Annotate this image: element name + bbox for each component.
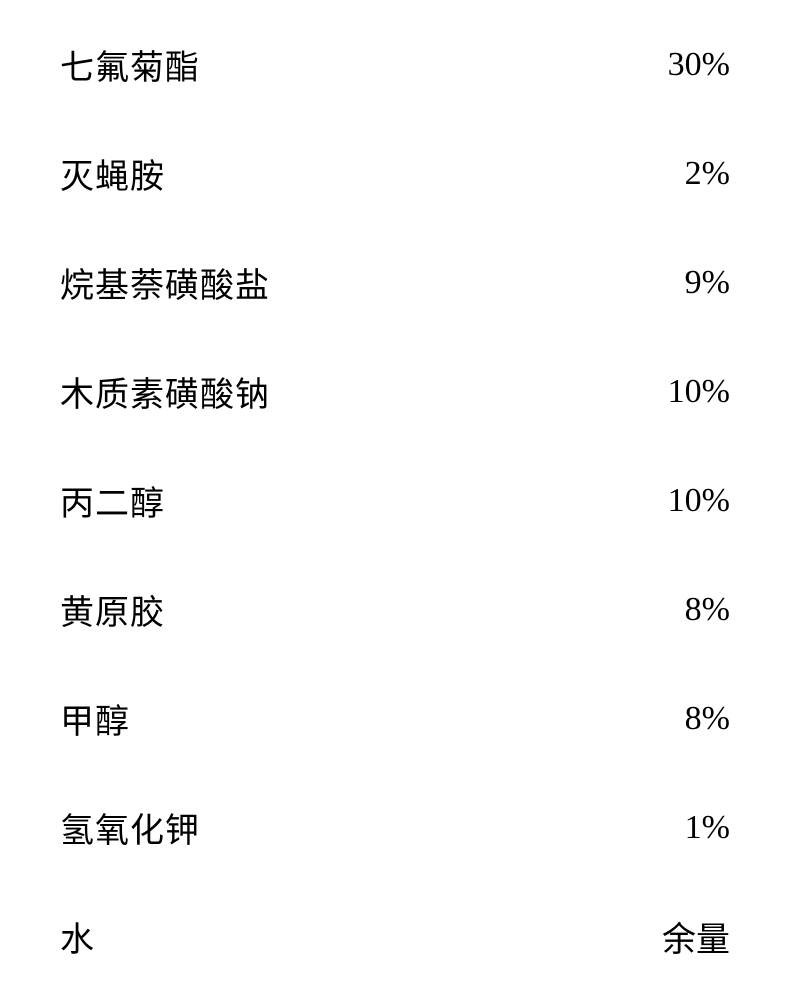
ingredient-value: 余量 xyxy=(662,912,730,961)
ingredient-value: 10% xyxy=(668,373,730,411)
ingredient-name: 氢氧化钾 xyxy=(60,803,200,852)
ingredient-name: 木质素磺酸钠 xyxy=(60,367,270,416)
ingredient-value: 30% xyxy=(668,46,730,84)
table-row: 水 余量 xyxy=(60,912,730,961)
ingredient-value: 8% xyxy=(685,591,730,629)
table-row: 烷基萘磺酸盐 9% xyxy=(60,258,730,307)
ingredient-name: 灭蝇胺 xyxy=(60,149,165,198)
ingredient-value: 9% xyxy=(685,264,730,302)
ingredient-name: 水 xyxy=(60,912,95,961)
table-row: 七氟菊酯 30% xyxy=(60,40,730,89)
ingredient-value: 2% xyxy=(685,155,730,193)
table-row: 木质素磺酸钠 10% xyxy=(60,367,730,416)
ingredient-value: 10% xyxy=(668,482,730,520)
table-row: 黄原胶 8% xyxy=(60,585,730,634)
table-row: 甲醇 8% xyxy=(60,694,730,743)
table-row: 灭蝇胺 2% xyxy=(60,149,730,198)
ingredient-name: 烷基萘磺酸盐 xyxy=(60,258,270,307)
table-row: 氢氧化钾 1% xyxy=(60,803,730,852)
table-row: 丙二醇 10% xyxy=(60,476,730,525)
ingredient-name: 甲醇 xyxy=(60,694,130,743)
ingredient-value: 1% xyxy=(685,809,730,847)
ingredient-name: 丙二醇 xyxy=(60,476,165,525)
composition-table: 七氟菊酯 30% 灭蝇胺 2% 烷基萘磺酸盐 9% 木质素磺酸钠 10% 丙二醇… xyxy=(60,40,730,961)
ingredient-value: 8% xyxy=(685,700,730,738)
ingredient-name: 黄原胶 xyxy=(60,585,165,634)
ingredient-name: 七氟菊酯 xyxy=(60,40,200,89)
